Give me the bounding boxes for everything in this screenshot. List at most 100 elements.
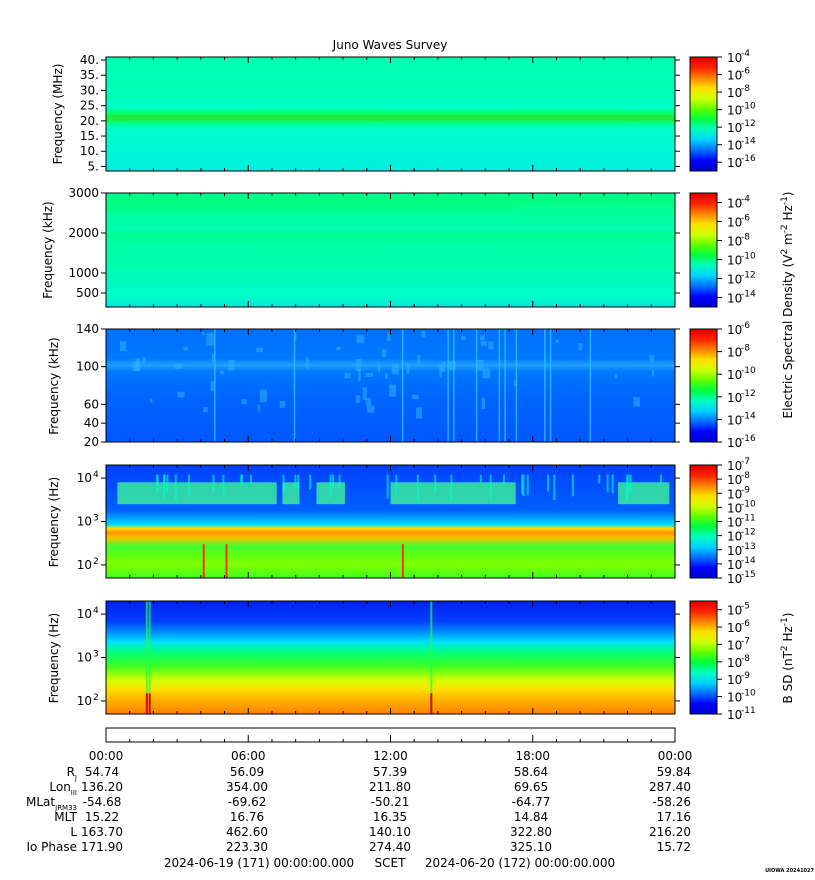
colorbar-tick-exponent: -10	[741, 252, 756, 262]
y-axis-label-hz-magnetic: Frequency (Hz)	[47, 613, 61, 704]
narrowband-line	[106, 114, 675, 121]
colorbar-tick-label: 10	[727, 708, 742, 722]
colorbar-tick-label: 10	[727, 572, 742, 586]
emission-patch	[259, 389, 267, 403]
burst	[549, 329, 552, 442]
colorbar-tick-label: 10	[727, 656, 742, 670]
ephemeris-value: 16.35	[373, 810, 407, 824]
colorbar-tick-exponent: -12	[741, 119, 756, 129]
colorbar-tick-label: 10	[727, 473, 742, 487]
colorbar-hz-magnetic	[689, 600, 718, 715]
faint-band	[106, 95, 675, 98]
chorus-band	[282, 482, 300, 505]
emission-patch	[156, 474, 159, 493]
y-tick-label: 10	[77, 558, 92, 572]
colorbar-tick-exponent: -6	[741, 214, 750, 224]
time-tick-label: 06:00	[231, 749, 266, 763]
emission-patch	[611, 474, 614, 494]
ephemeris-value: 211.80	[369, 780, 411, 794]
y-tick-label: 10	[77, 607, 92, 621]
emission-patch	[249, 474, 252, 484]
emission-patch	[306, 356, 309, 369]
colorbar-tick-label: 10	[727, 254, 742, 268]
emission-patch	[553, 474, 556, 501]
burst	[498, 329, 501, 442]
y-tick-label: 40.	[80, 53, 99, 67]
emission-patch	[177, 391, 185, 398]
emission-patch	[389, 384, 396, 397]
ephemeris-label: Io Phase	[26, 840, 77, 854]
burst	[589, 329, 592, 442]
ephemeris-value: 136.20	[81, 780, 123, 794]
emission-patch	[119, 341, 127, 352]
emission-patch	[174, 364, 183, 370]
colorbar-tick-exponent: -14	[741, 556, 756, 566]
emission-patch	[555, 339, 559, 343]
emission-patch	[406, 362, 410, 375]
ephemeris-value: -58.26	[652, 795, 691, 809]
colorbar-tick-exponent: -8	[741, 471, 750, 481]
colorbar-tick-label: 10	[727, 139, 742, 153]
y-tick-label: 25.	[80, 99, 99, 113]
emission-patch	[417, 355, 421, 366]
emission-patch	[344, 372, 351, 379]
emission-patch	[256, 347, 263, 353]
y-tick-label: 10	[77, 651, 92, 665]
emission-patch	[358, 369, 361, 381]
colorbar-tick-exponent: -7	[741, 636, 750, 646]
ephemeris-value: 16.76	[230, 810, 264, 824]
emission-patch	[547, 474, 550, 492]
colorbar-tick-label: 10	[727, 501, 742, 515]
colorbar-tick-label: 10	[727, 51, 742, 65]
colorbar-tick-label: 10	[727, 273, 742, 287]
ephemeris-value: 58.64	[514, 765, 548, 779]
y-tick-label-exponent: 4	[93, 606, 99, 616]
emission-patch	[332, 474, 335, 489]
colorbar-tick-exponent: -8	[741, 344, 750, 354]
y-axis-label-hz-electric: Frequency (Hz)	[47, 477, 61, 568]
emission-patch	[309, 474, 312, 490]
emission-patch	[571, 474, 574, 497]
colorbar-khz-low	[689, 328, 718, 443]
emission-patch	[294, 474, 297, 489]
y-tick-label: 35.	[80, 68, 99, 82]
ephemeris-label: MLatJRM33	[26, 795, 77, 812]
colorbar-tick-exponent: -12	[741, 389, 756, 399]
emission-patch	[163, 474, 166, 498]
y-tick-label: 10	[77, 694, 92, 708]
emission-patch	[434, 474, 437, 493]
burst	[453, 329, 455, 442]
burst	[430, 601, 433, 714]
y-tick-label: 10	[77, 515, 92, 529]
spectrogram-mhz	[106, 57, 675, 171]
colorbar-tick-exponent: -14	[741, 290, 756, 300]
ephemeris-label: RJ	[67, 765, 77, 782]
y-axis-label-khz-high: Frequency (kHz)	[41, 201, 55, 298]
emission-patch	[212, 353, 215, 363]
emission-patch	[356, 358, 362, 371]
colorbar-tick-exponent: -5	[741, 602, 750, 612]
chart-title: Juno Waves Survey	[332, 38, 448, 52]
colorbar-tick-exponent: -6	[741, 619, 750, 629]
faint-band	[106, 271, 675, 289]
emission-patch	[378, 361, 381, 373]
burst	[544, 329, 546, 442]
colorbar-tick-exponent: -4	[741, 49, 750, 59]
emission-patch	[411, 394, 419, 400]
ephemeris-value: 17.16	[657, 810, 691, 824]
colorbar-tick-exponent: -8	[741, 654, 750, 664]
y-tick-label: 60	[84, 397, 99, 411]
colorbar-tick-label: 10	[727, 216, 742, 230]
ephemeris-value: 462.60	[226, 825, 268, 839]
colorbar-tick-label: 10	[727, 621, 742, 635]
y-tick-label: 500	[76, 286, 99, 300]
colorbar-tick-label: 10	[727, 604, 742, 618]
burst	[401, 329, 404, 442]
emission-patch	[282, 474, 285, 494]
burst	[225, 544, 228, 578]
ephemeris-value: 325.10	[510, 840, 552, 854]
y-tick-label-exponent: 3	[93, 650, 99, 660]
emission-patch	[416, 407, 422, 419]
